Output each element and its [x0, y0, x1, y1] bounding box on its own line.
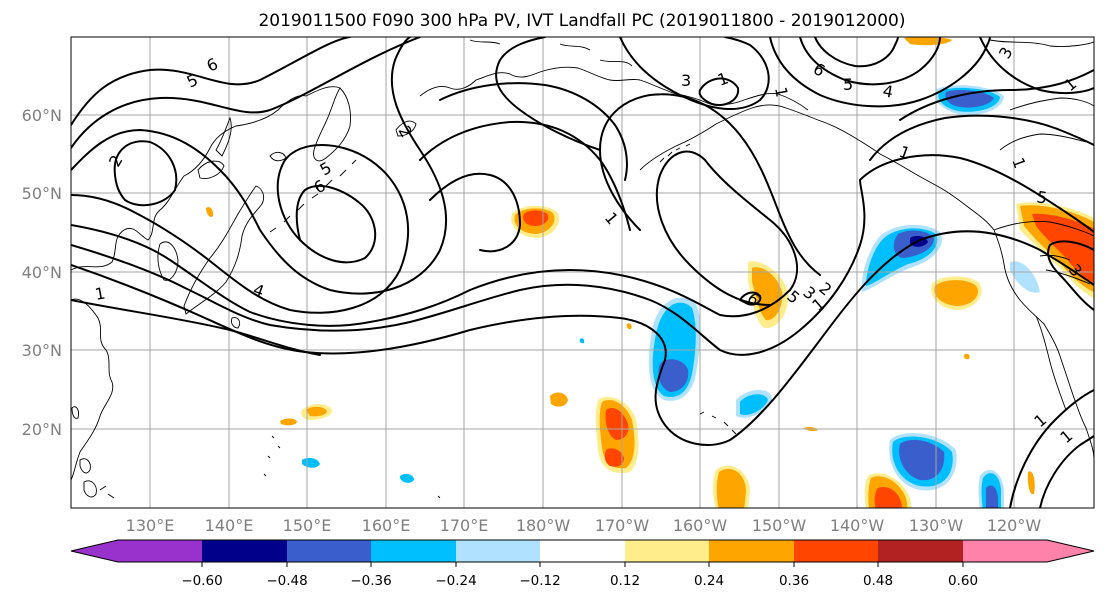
contour-label: 1 — [771, 85, 791, 98]
contour-label: 4 — [881, 81, 894, 101]
colorbar-label: −0.24 — [435, 573, 476, 589]
anomaly-patch-positive — [874, 487, 902, 508]
colorbar-cell — [794, 540, 878, 562]
colorbar-label: 0.60 — [948, 573, 978, 589]
anomaly-patch-positive — [280, 418, 297, 426]
lon-label: 170°W — [595, 516, 650, 535]
colorbar-label: −0.48 — [266, 573, 307, 589]
anomaly-patch-negative — [945, 90, 994, 108]
lon-label: 130°E — [126, 516, 175, 535]
colorbar: −0.60 −0.48 −0.36 −0.24 −0.12 0.12 0.24 … — [70, 539, 1095, 589]
colorbar-cells — [71, 540, 1094, 562]
anomaly-patch-negative — [740, 394, 768, 416]
anomaly-patch-positive — [963, 353, 970, 360]
anomaly-patch-negative — [899, 439, 945, 481]
anomaly-patch-negative — [658, 359, 689, 392]
colorbar-cell — [456, 540, 540, 562]
colorbar-cell — [963, 540, 1047, 562]
lat-label: 20°N — [22, 420, 62, 439]
colorbar-label: −0.60 — [181, 573, 222, 589]
colorbar-label: −0.36 — [350, 573, 391, 589]
colorbar-cell — [625, 540, 709, 562]
contour-label: 3 — [681, 71, 691, 90]
map-frame — [70, 36, 1095, 509]
lon-label: 170°E — [440, 516, 489, 535]
contour-label: 1 — [93, 283, 106, 303]
pv-contours — [71, 37, 1094, 508]
colorbar-label: 0.24 — [694, 573, 724, 589]
colorbar-labels: −0.60 −0.48 −0.36 −0.24 −0.12 0.12 0.24 … — [181, 573, 978, 589]
colorbar-extend-low — [71, 540, 118, 562]
lon-label: 180°W — [516, 516, 571, 535]
colorbar-label: 0.12 — [610, 573, 640, 589]
colorbar-ticks — [201, 562, 964, 567]
colorbar-cell — [540, 540, 625, 562]
lat-label: 30°N — [22, 341, 62, 360]
colorbar-label: 0.48 — [863, 573, 893, 589]
anomaly-patch-positive — [1027, 471, 1035, 495]
anomaly-patch-positive — [306, 406, 327, 417]
colorbar-outline — [70, 539, 1095, 563]
lat-label: 50°N — [22, 184, 62, 203]
anomaly-patch-positive — [604, 448, 624, 467]
anomaly-patch-positive — [523, 210, 549, 226]
lon-label: 130°W — [909, 516, 964, 535]
anomaly-patch-positive — [752, 267, 783, 321]
contour-label: 5 — [1035, 187, 1048, 207]
colorbar-cell — [709, 540, 794, 562]
longitude-labels: 130°E 140°E 150°E 160°E 170°E 180°W 170°… — [126, 516, 1042, 535]
figure-title: 2019011500 F090 300 hPa PV, IVT Landfall… — [258, 11, 905, 31]
anomaly-patch-positive — [1032, 213, 1094, 284]
lon-label: 150°W — [752, 516, 807, 535]
anomaly-patch-positive — [934, 280, 978, 306]
anomaly-patch-negative — [579, 338, 585, 344]
lon-label: 150°E — [283, 516, 332, 535]
lon-label: 160°W — [673, 516, 728, 535]
anomaly-patch-negative — [400, 473, 414, 483]
colorbar-extend-high — [1047, 540, 1094, 562]
colorbar-label: 0.36 — [779, 573, 809, 589]
colorbar-cell — [118, 540, 202, 562]
colorbar-cell — [202, 540, 287, 562]
lat-label: 40°N — [22, 263, 62, 282]
gridlines — [71, 37, 1094, 508]
latitude-labels: 60°N 50°N 40°N 30°N 20°N — [22, 106, 62, 439]
colorbar-cell — [878, 540, 963, 562]
anomaly-patch-positive — [626, 323, 632, 330]
colorbar-label: −0.12 — [519, 573, 560, 589]
anomaly-patch-negative — [986, 485, 998, 508]
lon-label: 160°E — [362, 516, 411, 535]
lon-label: 120°W — [987, 516, 1042, 535]
anomaly-patch-positive — [605, 407, 629, 440]
lon-label: 140°W — [830, 516, 885, 535]
contour-label: 5 — [843, 75, 853, 94]
colorbar-cell — [287, 540, 371, 562]
colorbar-cell — [371, 540, 456, 562]
anomaly-patch-positive — [206, 207, 214, 217]
lon-label: 140°E — [205, 516, 254, 535]
lat-label: 60°N — [22, 106, 62, 125]
anomaly-patch-positive — [716, 468, 746, 508]
anomaly-patch-negative — [1010, 261, 1040, 293]
anomaly-patch-positive — [550, 392, 568, 407]
